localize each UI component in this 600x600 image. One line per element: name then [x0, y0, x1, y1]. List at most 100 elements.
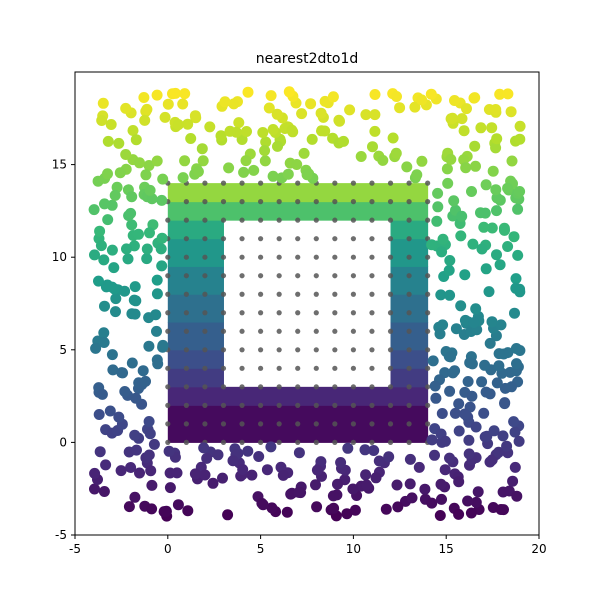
scatter-point — [161, 506, 172, 517]
grid-point — [295, 310, 300, 315]
grid-point — [258, 366, 263, 371]
grid-point — [184, 218, 189, 223]
grid-point — [277, 292, 282, 297]
grid-point — [314, 292, 319, 297]
grid-point — [295, 236, 300, 241]
scatter-point — [511, 491, 522, 502]
grid-point — [239, 273, 244, 278]
scatter-point — [141, 253, 152, 264]
grid-point — [369, 421, 374, 426]
scatter-point — [185, 133, 196, 144]
grid-point — [388, 366, 393, 371]
grid-point — [239, 329, 244, 334]
grid-point — [406, 181, 411, 186]
scatter-point — [416, 94, 427, 105]
scatter-point — [316, 108, 327, 119]
scatter-point — [445, 351, 456, 362]
scatter-point — [435, 328, 446, 339]
grid-point — [295, 366, 300, 371]
grid-point — [314, 273, 319, 278]
scatter-point — [426, 89, 437, 100]
grid-point — [221, 310, 226, 315]
grid-point — [221, 403, 226, 408]
scatter-point — [432, 201, 443, 212]
grid-point — [221, 273, 226, 278]
grid-point — [388, 218, 393, 223]
scatter-point — [350, 505, 361, 516]
grid-point — [314, 329, 319, 334]
scatter-point — [305, 98, 316, 109]
grid-point — [332, 273, 337, 278]
grid-point — [165, 440, 170, 445]
scatter-point — [360, 469, 371, 480]
grid-point — [202, 236, 207, 241]
grid-point — [351, 366, 356, 371]
scatter-point — [347, 484, 358, 495]
scatter-point — [103, 136, 114, 147]
scatter-point — [89, 484, 100, 495]
scatter-point — [461, 103, 472, 114]
scatter-point — [492, 377, 503, 388]
grid-point — [369, 329, 374, 334]
scatter-point — [140, 169, 151, 180]
scatter-point — [514, 134, 525, 145]
grid-point — [406, 384, 411, 389]
scatter-point — [101, 281, 112, 292]
scatter-point — [438, 234, 449, 245]
grid-point — [277, 218, 282, 223]
scatter-point — [453, 398, 464, 409]
grid-point — [295, 403, 300, 408]
scatter-point — [485, 338, 496, 349]
grid-point — [258, 440, 263, 445]
scatter-point — [268, 124, 279, 135]
image-band-4-1 — [391, 322, 429, 350]
grid-point — [165, 273, 170, 278]
grid-point — [165, 384, 170, 389]
scatter-point — [119, 286, 130, 297]
image-band-5-1 — [391, 294, 429, 322]
grid-point — [295, 181, 300, 186]
scatter-point — [486, 122, 497, 133]
grid-point — [314, 347, 319, 352]
scatter-point — [507, 476, 518, 487]
scatter-point — [242, 446, 253, 457]
scatter-point — [473, 486, 484, 497]
scatter-point — [179, 155, 190, 166]
scatter-point — [478, 408, 489, 419]
grid-point — [332, 421, 337, 426]
scatter-point — [296, 108, 307, 119]
chart-title: nearest2dto1d — [256, 51, 359, 67]
grid-point — [369, 347, 374, 352]
scatter-point — [493, 360, 504, 371]
x-tick-label: -5 — [69, 542, 81, 556]
scatter-point — [381, 504, 392, 515]
scatter-point — [514, 186, 525, 197]
y-tick-label: 10 — [52, 250, 67, 264]
scatter-point — [108, 262, 119, 273]
grid-point — [277, 236, 282, 241]
grid-point — [202, 384, 207, 389]
scatter-point — [377, 155, 388, 166]
scatter-point — [164, 446, 175, 457]
scatter-point — [116, 465, 127, 476]
scatter-point — [491, 133, 502, 144]
scatter-point — [138, 365, 149, 376]
grid-point — [406, 403, 411, 408]
scatter-point — [369, 109, 380, 120]
grid-point — [332, 384, 337, 389]
grid-point — [314, 440, 319, 445]
grid-point — [258, 421, 263, 426]
scatter-point — [96, 240, 107, 251]
image-band-7-0 — [168, 239, 224, 267]
scatter-point — [457, 113, 468, 124]
scatter-point — [156, 195, 167, 206]
grid-point — [221, 347, 226, 352]
scatter-point — [262, 464, 273, 475]
grid-point — [202, 347, 207, 352]
grid-point — [184, 347, 189, 352]
grid-point — [239, 218, 244, 223]
scatter-point — [99, 486, 110, 497]
grid-point — [239, 236, 244, 241]
scatter-point — [494, 348, 505, 359]
grid-point — [388, 255, 393, 260]
